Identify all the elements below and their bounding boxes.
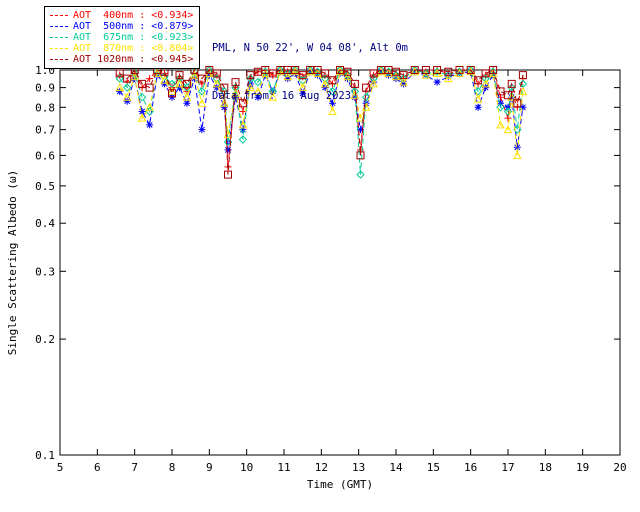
x-tick-label: 17: [501, 461, 514, 474]
y-tick-label: 0.7: [35, 124, 55, 137]
legend-entry: AOT 500nm : <0.879>: [50, 21, 193, 32]
legend-label: AOT 870nm : <0.804>: [73, 43, 194, 54]
legend-entry: AOT 870nm : <0.804>: [50, 43, 193, 54]
series-markers: [115, 67, 528, 159]
legend-entry: AOT 675nm : <0.923>: [50, 32, 193, 43]
x-tick-label: 18: [539, 461, 552, 474]
legend-label: AOT 400nm : <0.934>: [73, 10, 194, 21]
y-tick-label: 0.4: [35, 217, 55, 230]
legend-label: AOT 500nm : <0.879>: [73, 21, 194, 32]
legend-line-sample: [50, 26, 68, 27]
x-tick-label: 9: [206, 461, 213, 474]
x-tick-label: 5: [57, 461, 64, 474]
x-tick-label: 11: [277, 461, 290, 474]
x-tick-label: 6: [94, 461, 101, 474]
legend-label: AOT 1020nm : <0.945>: [73, 54, 194, 65]
legend-line-sample: [50, 48, 68, 49]
y-axis-title: Single Scattering Albedo (ω): [6, 170, 19, 355]
legend-label: AOT 675nm : <0.923>: [73, 32, 194, 43]
x-tick-label: 16: [464, 461, 477, 474]
y-tick-label: 0.5: [35, 180, 55, 193]
x-axis-title: Time (GMT): [307, 478, 373, 491]
x-tick-label: 14: [389, 461, 403, 474]
x-tick-label: 12: [315, 461, 328, 474]
x-tick-label: 13: [352, 461, 365, 474]
site-info: PML, N 50 22', W 04 08', Alt 0m: [212, 42, 408, 54]
y-tick-label: 0.2: [35, 333, 55, 346]
y-tick-label: 0.8: [35, 101, 55, 114]
legend-line-sample: [50, 59, 68, 60]
series-line: [119, 69, 524, 175]
x-tick-label: 8: [169, 461, 176, 474]
series-markers: [115, 66, 527, 179]
y-tick-label: 0.1: [35, 449, 55, 462]
legend-line-sample: [50, 37, 68, 38]
legend-line-sample: [50, 15, 68, 16]
x-tick-label: 19: [576, 461, 589, 474]
legend-entry: AOT 400nm : <0.934>: [50, 10, 193, 21]
series-line: [119, 68, 524, 167]
series-aot-1020nm: [115, 66, 527, 179]
x-tick-label: 15: [427, 461, 440, 474]
x-tick-label: 20: [613, 461, 626, 474]
y-tick-label: 0.3: [35, 265, 55, 278]
y-tick-label: 0.6: [35, 149, 55, 162]
x-tick-label: 7: [131, 461, 138, 474]
x-tick-label: 10: [240, 461, 253, 474]
legend-entry: AOT 1020nm : <0.945>: [50, 54, 193, 65]
plot-header: PML, N 50 22', W 04 08', Alt 0m Data fro…: [212, 8, 408, 136]
date-info: Data from: 16 Aug 2023: [212, 90, 352, 102]
legend-box: AOT 400nm : <0.934> AOT 500nm : <0.879> AO…: [44, 6, 201, 69]
y-tick-label: 0.9: [35, 82, 55, 95]
